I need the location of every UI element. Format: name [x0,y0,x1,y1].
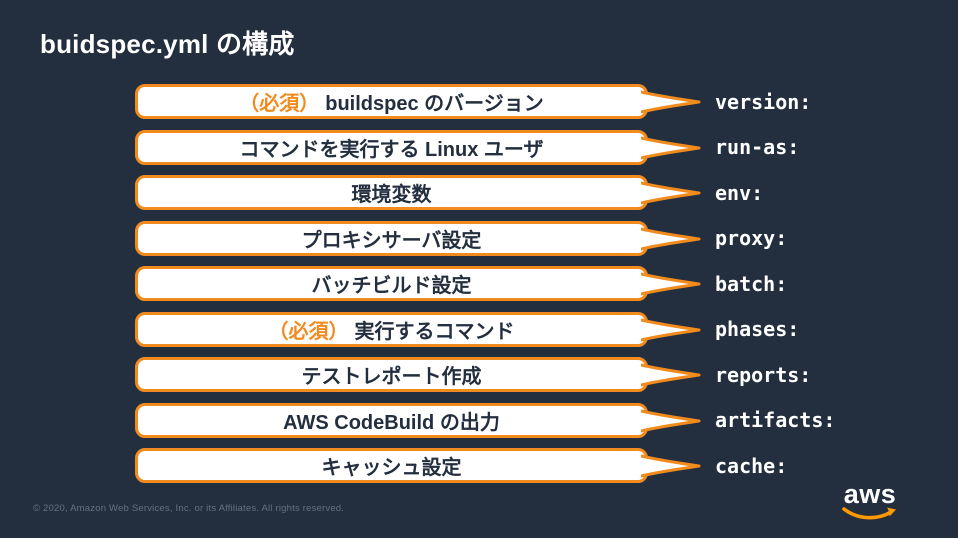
buildspec-row: （必須） 実行するコマンド phases: [135,311,835,347]
section-label: プロキシサーバ設定 [301,229,482,252]
aws-logo: aws [842,479,898,522]
buildspec-row: 環境変数 env: [135,175,835,210]
yaml-key: phases: [715,317,800,341]
section-box: （必須） 実行するコマンド [135,311,648,347]
buildspec-row: （必須） buildspec のバージョン version: [135,84,835,119]
yaml-key: reports: [715,362,812,387]
required-tag: （必須） [239,93,320,115]
section-label: buildspec のバージョン [325,93,544,115]
section-label: バッチビルド設定 [311,275,472,297]
yaml-key: artifacts: [715,408,836,432]
section-label: キャッシュ設定 [321,457,462,479]
callout-arrow-icon [641,409,701,432]
section-label: AWS CodeBuild の出力 [283,411,500,434]
yaml-key: proxy: [715,226,788,250]
section-label: 実行するコマンド [354,320,515,343]
section-label: テストレポート作成 [301,366,482,388]
section-box: （必須） buildspec のバージョン [135,84,648,119]
section-box: バッチビルド設定 [135,266,648,301]
slide-title: buidspec.yml の構成 [40,29,295,59]
callout-arrow-icon [641,227,701,250]
buildspec-row: プロキシサーバ設定 proxy: [135,220,835,256]
aws-logo-text: aws [843,479,897,509]
buildspec-structure-list: （必須） buildspec のバージョン version: コマンドを実行する … [135,84,835,483]
buildspec-row: バッチビルド設定 batch: [135,266,835,301]
section-box: テストレポート作成 [135,357,648,392]
buildspec-row: AWS CodeBuild の出力 artifacts: [135,402,836,438]
aws-smile-icon [842,507,896,520]
callout-arrow-icon [641,181,701,205]
callout-arrow-icon [641,318,701,341]
callout-arrow-icon [641,363,701,387]
yaml-key: cache: [715,453,788,478]
yaml-key: batch: [715,271,788,296]
callout-arrow-icon [641,136,701,159]
section-label: 環境変数 [351,184,432,206]
section-box: コマンドを実行する Linux ユーザ [135,129,648,165]
buildspec-row: コマンドを実行する Linux ユーザ run-as: [135,129,835,165]
copyright-text: © 2020, Amazon Web Services, Inc. or its… [33,503,345,514]
yaml-key: env: [715,180,764,205]
callout-arrow-icon [641,272,701,296]
callout-arrow-icon [641,90,701,114]
buildspec-row: テストレポート作成 reports: [135,357,835,392]
callout-arrow-icon [641,454,701,478]
yaml-key: run-as: [715,135,800,159]
required-tag: （必須） [268,320,349,343]
section-box: AWS CodeBuild の出力 [135,402,648,438]
yaml-key: version: [715,89,812,114]
section-box: キャッシュ設定 [135,448,648,483]
buildspec-row: キャッシュ設定 cache: [135,448,835,483]
section-box: 環境変数 [135,175,648,210]
section-box: プロキシサーバ設定 [135,220,648,256]
section-label: コマンドを実行する Linux ユーザ [239,138,544,161]
